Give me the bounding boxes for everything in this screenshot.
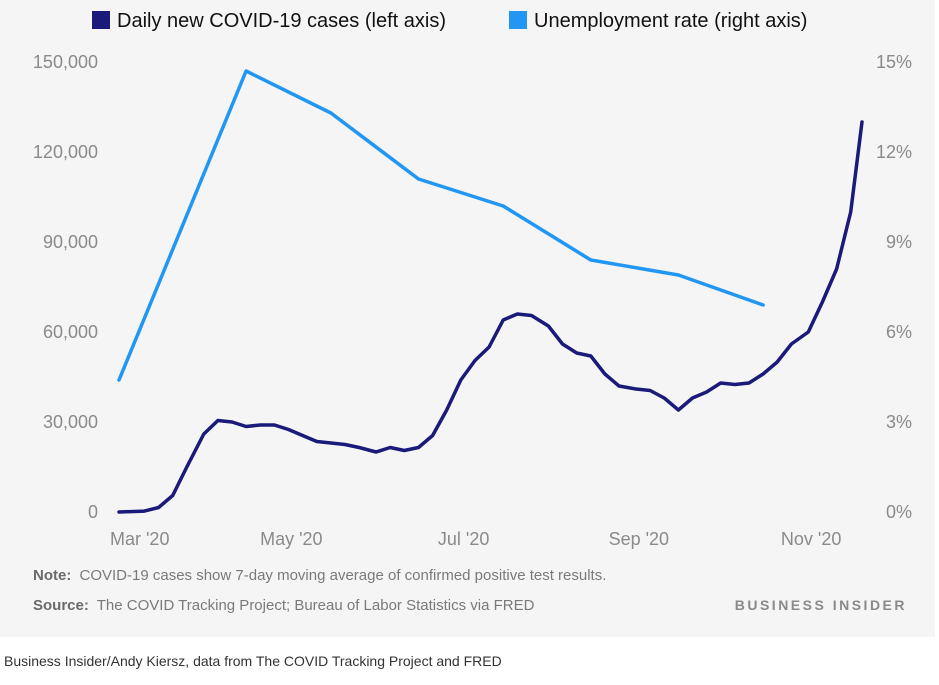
data-point-cases <box>561 343 564 345</box>
y-left-tick-label: 30,000 <box>43 412 98 432</box>
source-footnote: Source: The COVID Tracking Project; Bure… <box>33 597 535 614</box>
data-point-cases <box>502 319 505 321</box>
note-label: Note: <box>33 567 71 584</box>
data-point-cases <box>118 511 120 513</box>
y-right-tick-label: 15% <box>876 52 912 72</box>
data-point-cases <box>590 355 592 357</box>
data-point-cases <box>849 211 852 213</box>
data-point-cases <box>431 434 434 437</box>
data-point-unemployment <box>417 178 420 180</box>
data-point-unemployment <box>762 304 764 306</box>
data-point-unemployment <box>590 259 592 261</box>
y-left-tick-label: 60,000 <box>43 322 98 342</box>
data-point-cases <box>245 425 247 428</box>
series-line-unemployment <box>117 69 765 382</box>
series-line-cases <box>117 120 864 514</box>
data-point-cases <box>259 424 262 426</box>
legend-swatch-cases <box>92 11 110 29</box>
data-point-cases <box>790 343 793 345</box>
y-left-tick-label: 150,000 <box>33 52 98 72</box>
data-point-unemployment <box>330 112 332 114</box>
data-point-cases <box>604 373 606 375</box>
legend-swatch-unemployment <box>509 11 527 29</box>
data-point-cases <box>635 388 637 390</box>
y-axis-right: 0% 3% 6% 9% 12% 15% <box>876 52 912 522</box>
data-point-cases <box>403 449 406 452</box>
data-point-cases <box>358 446 360 449</box>
x-tick-label: Nov '20 <box>781 529 841 549</box>
data-point-cases <box>217 419 219 422</box>
note-text: COVID-19 cases show 7-day moving average… <box>80 567 607 584</box>
data-point-cases <box>861 121 863 123</box>
data-point-cases <box>143 510 146 512</box>
data-point-unemployment <box>502 205 505 207</box>
data-point-cases <box>488 346 490 348</box>
data-point-cases <box>776 361 778 363</box>
data-point-cases <box>547 325 550 327</box>
data-point-cases <box>677 409 680 411</box>
data-point-cases <box>273 424 276 426</box>
data-point-cases <box>203 433 205 435</box>
data-point-cases <box>344 443 346 446</box>
data-point-cases <box>618 385 620 387</box>
data-point-cases <box>705 391 708 393</box>
data-point-cases <box>691 397 694 399</box>
data-point-cases <box>762 373 764 375</box>
x-tick-label: May '20 <box>260 529 322 549</box>
data-point-cases <box>474 359 476 362</box>
data-point-cases <box>171 494 174 497</box>
data-point-unemployment <box>245 70 247 72</box>
data-point-cases <box>316 440 318 443</box>
data-point-unemployment <box>677 274 680 276</box>
legend-label-unemployment: Unemployment rate (right axis) <box>534 10 807 32</box>
data-point-cases <box>719 382 722 384</box>
data-point-cases <box>821 301 824 303</box>
y-right-tick-label: 3% <box>886 412 912 432</box>
chart-panel <box>0 0 935 637</box>
x-tick-label: Sep '20 <box>609 529 670 549</box>
data-point-cases <box>375 451 377 453</box>
source-label: Source: <box>33 597 89 614</box>
x-tick-label: Jul '20 <box>438 529 489 549</box>
data-point-cases <box>186 466 188 468</box>
data-point-cases <box>389 446 392 449</box>
data-point-cases <box>807 331 810 333</box>
y-right-tick-label: 12% <box>876 142 912 162</box>
data-point-cases <box>734 383 736 386</box>
y-right-tick-label: 9% <box>886 232 912 252</box>
series-layer <box>117 69 864 514</box>
x-axis: Mar '20 May '20 Jul '20 Sep '20 Nov '20 <box>110 529 841 549</box>
data-point-unemployment <box>118 379 120 381</box>
data-point-cases <box>748 382 750 384</box>
y-right-tick-label: 6% <box>886 322 912 342</box>
chart: Daily new COVID-19 cases (left axis) Une… <box>33 10 912 614</box>
note-footnote: Note: COVID-19 cases show 7-day moving a… <box>33 567 606 584</box>
data-point-cases <box>530 314 533 317</box>
data-point-cases <box>417 446 420 449</box>
image-caption: Business Insider/Andy Kiersz, data from … <box>4 653 502 669</box>
data-point-cases <box>575 352 578 354</box>
y-left-tick-label: 0 <box>88 502 98 522</box>
data-point-cases <box>835 268 838 270</box>
data-point-cases <box>516 313 519 315</box>
x-tick-label: Mar '20 <box>110 529 169 549</box>
data-point-cases <box>460 379 462 381</box>
data-point-cases <box>231 421 233 423</box>
data-point-cases <box>287 428 290 431</box>
brand-logo: BUSINESS INSIDER <box>735 597 907 613</box>
y-right-tick-label: 0% <box>886 502 912 522</box>
legend-label-cases: Daily new COVID-19 cases (left axis) <box>117 10 446 32</box>
y-axis-left: 0 30,000 60,000 90,000 120,000 150,000 <box>33 52 98 522</box>
data-point-cases <box>301 434 304 437</box>
data-point-cases <box>445 409 448 411</box>
data-point-cases <box>649 389 651 392</box>
y-left-tick-label: 120,000 <box>33 142 98 162</box>
data-point-cases <box>330 442 332 444</box>
data-point-cases <box>663 397 665 399</box>
legend: Daily new COVID-19 cases (left axis) Une… <box>92 10 807 32</box>
data-point-cases <box>157 506 160 509</box>
y-left-tick-label: 90,000 <box>43 232 98 252</box>
source-text: The COVID Tracking Project; Bureau of La… <box>97 597 535 614</box>
